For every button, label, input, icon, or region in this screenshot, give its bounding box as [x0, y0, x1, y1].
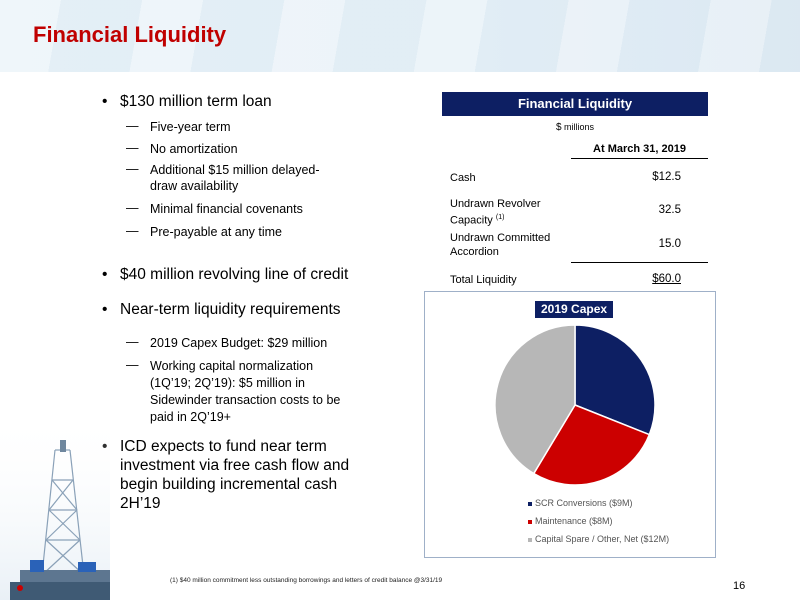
row-label-text: Cash: [450, 172, 476, 184]
column-header: At March 31, 2019: [571, 143, 708, 159]
sub-bullet: —2019 Capex Budget: $29 million: [126, 335, 328, 350]
bullet-icd-line: 2H’19: [120, 494, 161, 514]
chart-legend: SCR Conversions ($9M) Maintenance ($8M) Ca…: [528, 498, 669, 552]
chart-title: 2019 Capex: [535, 301, 614, 318]
row-label-revolver: Undrawn Revolver Capacity (1): [450, 197, 540, 228]
row-label-cash: Cash: [450, 171, 476, 185]
row-value-total: $60.0: [652, 273, 681, 285]
row-label-total: Total Liquidity: [450, 273, 517, 287]
page-title: Financial Liquidity: [33, 22, 227, 47]
units-symbol: $: [555, 122, 562, 133]
bullet-term-loan: • $130 million term loan: [102, 93, 272, 110]
pie-slice-1: [532, 404, 651, 485]
bullet-text: Near-term liquidity requirements: [120, 301, 341, 318]
sub-bullet: — Working capital normalization: [126, 358, 314, 373]
bullet-text: ICD expects to fund near term: [120, 438, 327, 455]
row-label-accordion: Undrawn Committed Accordion: [450, 231, 550, 259]
sub-bullet-text: Working capital normalization: [150, 359, 314, 373]
legend-item: SCR Conversions ($9M): [528, 498, 669, 516]
row-label-text: Total Liquidity: [450, 274, 517, 286]
sub-bullet-text: 2019 Capex Budget: $29 million: [150, 336, 328, 350]
units-label: millions: [564, 122, 595, 132]
sub-bullet-text: paid in 2Q’19+: [150, 410, 231, 424]
row-value-accordion: 15.0: [658, 238, 681, 250]
legend-swatch: [528, 519, 532, 524]
legend-swatch: [528, 501, 532, 506]
sub-bullet-text: draw availability: [150, 179, 239, 193]
legend-label: Maintenance ($8M): [535, 516, 613, 526]
bullet-icd-line: investment via free cash flow and: [120, 456, 349, 476]
sub-bullet-continuation: paid in 2Q’19+: [150, 408, 231, 426]
sub-bullet-text: Additional $15 million delayed-: [150, 163, 320, 177]
bullet-text: begin building incremental cash: [120, 476, 338, 493]
table-header: Financial Liquidity: [442, 92, 708, 116]
bullet-text: 2H’19: [120, 495, 161, 512]
row-label-text: Capacity: [450, 214, 493, 227]
capex-pie-chart: [494, 325, 656, 485]
legend-item: Maintenance ($8M): [528, 516, 669, 534]
sub-bullet-text: No amortization: [150, 142, 238, 156]
legend-label: SCR Conversions ($9M): [535, 498, 633, 508]
legend-swatch: [528, 537, 532, 542]
sub-bullet-text: Minimal financial covenants: [150, 202, 303, 216]
row-value-cash: $12.5: [652, 171, 681, 183]
row-label-text: Undrawn Committed: [450, 232, 551, 244]
pie-slice-0: [574, 325, 656, 436]
table-units: $ millions: [442, 122, 708, 133]
sub-bullet: — Five-year term: [126, 119, 231, 134]
bullet-revolver: • $40 million revolving line of credit: [102, 266, 349, 283]
total-divider: [571, 262, 708, 263]
sub-bullet: — Additional $15 million delayed-: [126, 162, 320, 177]
bullet-text: $130 million term loan: [120, 93, 272, 110]
sub-bullet-text: (1Q’19; 2Q’19): $5 million in: [150, 376, 305, 390]
bullet-near-term: • Near-term liquidity requirements: [102, 301, 341, 318]
legend-item: Capital Spare / Other, Net ($12M): [528, 534, 669, 552]
sub-bullet-continuation: (1Q’19; 2Q’19): $5 million in: [150, 374, 305, 392]
footnote: (1) $40 million commitment less outstand…: [170, 577, 443, 584]
drilling-rig-illustration: [0, 410, 110, 600]
bullet-text: $40 million revolving line of credit: [120, 266, 349, 283]
legend-label: Capital Spare / Other, Net ($12M): [535, 534, 670, 544]
footnote-ref: (1): [495, 214, 505, 221]
sub-bullet: — Pre-payable at any time: [126, 224, 283, 239]
sub-bullet-text: Five-year term: [150, 120, 231, 134]
sub-bullet-continuation: Sidewinder transaction costs to be: [150, 391, 340, 409]
row-label-text: Undrawn Revolver: [450, 198, 541, 210]
header-band: [0, 0, 800, 72]
pie-slice-2: [494, 325, 576, 475]
page-number: 16: [733, 580, 746, 592]
bullet-text: investment via free cash flow and: [120, 457, 350, 474]
sub-bullet-continuation: draw availability: [150, 177, 238, 195]
row-label-text: Accordion: [450, 246, 499, 258]
sub-bullet-text: Sidewinder transaction costs to be: [150, 393, 341, 407]
bullet-icd: •ICD expects to fund near term: [102, 437, 327, 457]
row-value-revolver: 32.5: [658, 204, 681, 216]
sub-bullet: — Minimal financial covenants: [126, 201, 303, 216]
sub-bullet: — No amortization: [126, 141, 238, 156]
sub-bullet-text: Pre-payable at any time: [150, 225, 283, 239]
bullet-icd-line: begin building incremental cash: [120, 475, 337, 495]
